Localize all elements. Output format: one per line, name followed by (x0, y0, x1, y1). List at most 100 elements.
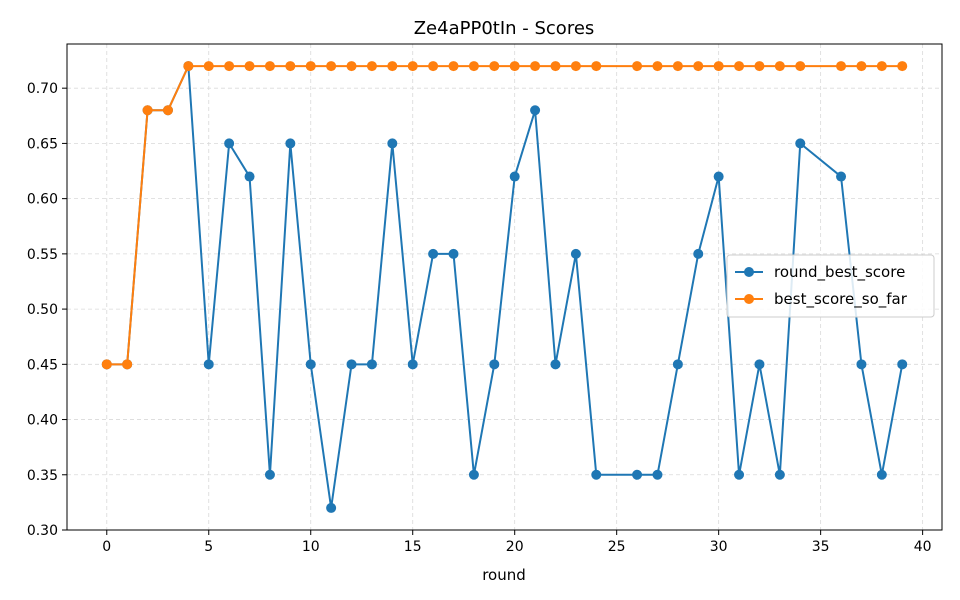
data-point (366, 359, 377, 370)
data-point (774, 469, 785, 480)
x-tick-label: 25 (608, 539, 626, 555)
legend-label: best_score_so_far (774, 290, 908, 309)
legend-label: round_best_score (774, 263, 905, 282)
data-point (264, 61, 275, 72)
data-point (285, 61, 296, 72)
data-point (428, 61, 439, 72)
data-point (428, 248, 439, 259)
data-point (509, 171, 520, 182)
data-point (632, 61, 643, 72)
data-point (672, 61, 683, 72)
data-point (693, 61, 704, 72)
data-point (754, 61, 765, 72)
series-best-score-so-far (101, 61, 908, 370)
data-point (836, 171, 847, 182)
data-point (713, 61, 724, 72)
data-point (734, 469, 745, 480)
y-tick-label: 0.35 (27, 468, 58, 484)
data-point (876, 469, 887, 480)
data-point (632, 469, 643, 480)
x-tick-label: 40 (914, 539, 932, 555)
legend: round_best_score best_score_so_far (726, 254, 935, 318)
legend-marker (744, 294, 754, 304)
chart-title: Ze4aPP0tIn - Scores (414, 18, 595, 39)
y-tick-label: 0.30 (27, 523, 58, 539)
data-point (448, 248, 459, 259)
data-point (570, 248, 581, 259)
y-tick-label: 0.50 (27, 302, 58, 318)
data-point (550, 359, 561, 370)
data-point (509, 61, 520, 72)
data-point (734, 61, 745, 72)
x-axis-label: round (482, 566, 526, 584)
data-point (672, 359, 683, 370)
y-tick-label: 0.55 (27, 247, 58, 263)
data-point (183, 61, 194, 72)
data-point (162, 105, 173, 116)
data-point (856, 359, 867, 370)
data-point (591, 61, 602, 72)
data-point (142, 105, 153, 116)
data-point (224, 61, 235, 72)
x-tick-label: 10 (302, 539, 320, 555)
data-point (468, 61, 479, 72)
data-point (897, 61, 908, 72)
data-point (550, 61, 561, 72)
series-line (106, 65, 904, 509)
data-point (468, 469, 479, 480)
data-point (652, 61, 663, 72)
data-point (774, 61, 785, 72)
data-point (224, 138, 235, 149)
x-tick-label: 30 (710, 539, 728, 555)
data-point (285, 138, 296, 149)
x-tick-label: 5 (204, 539, 213, 555)
data-point (856, 61, 867, 72)
data-point (530, 105, 541, 116)
data-point (713, 171, 724, 182)
data-point (570, 61, 581, 72)
data-point (876, 61, 887, 72)
x-tick-label: 35 (812, 539, 830, 555)
data-point (652, 469, 663, 480)
x-tick-label: 20 (506, 539, 524, 555)
data-point (244, 171, 255, 182)
plot-area-frame (66, 43, 943, 531)
y-tick-label: 0.60 (27, 192, 58, 208)
data-point (264, 469, 275, 480)
legend-marker (744, 267, 754, 277)
axes: 0 5 10 15 20 25 30 35 40 0.30 0.35 0.40 0.45 0.50 0.55… (27, 81, 932, 555)
y-tick-label: 0.45 (27, 357, 58, 373)
data-point (448, 61, 459, 72)
data-point (366, 61, 377, 72)
data-point (387, 61, 398, 72)
data-point (244, 61, 255, 72)
x-tick-label: 0 (102, 539, 111, 555)
data-point (387, 138, 398, 149)
data-point (346, 61, 357, 72)
data-point (346, 359, 357, 370)
data-point (122, 359, 133, 370)
data-point (407, 359, 418, 370)
series-layer (101, 61, 908, 513)
y-tick-label: 0.70 (27, 81, 58, 97)
data-point (693, 248, 704, 259)
data-point (836, 61, 847, 72)
data-point (591, 469, 602, 480)
data-point (530, 61, 541, 72)
legend-box (726, 254, 935, 318)
data-point (489, 359, 500, 370)
data-point (795, 61, 806, 72)
data-point (305, 61, 316, 72)
data-point (326, 502, 337, 513)
data-point (407, 61, 418, 72)
data-point (203, 61, 214, 72)
data-point (305, 359, 316, 370)
data-point (203, 359, 214, 370)
data-point (897, 359, 908, 370)
data-point (489, 61, 500, 72)
y-tick-label: 0.40 (27, 413, 58, 429)
data-point (326, 61, 337, 72)
data-point (101, 359, 112, 370)
y-tick-label: 0.65 (27, 136, 58, 152)
